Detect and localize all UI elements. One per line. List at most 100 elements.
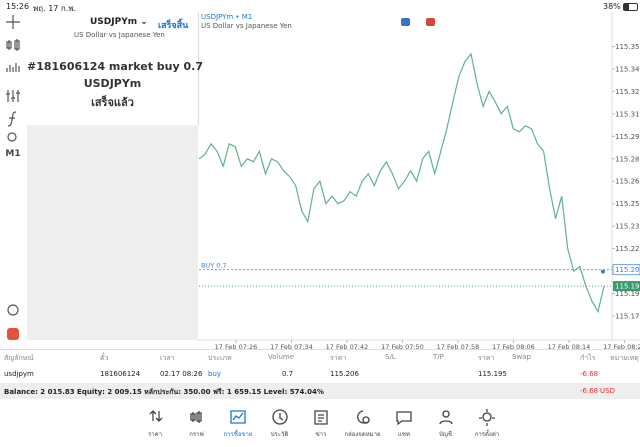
nav-icon-shape bbox=[438, 410, 453, 425]
y-tick-label: 115.355 bbox=[615, 43, 640, 51]
nav-icon-shape bbox=[189, 411, 202, 423]
y-tick-label: 115.175 bbox=[615, 313, 640, 321]
chart-subtitle: US Dollar vs Japanese Yen bbox=[201, 22, 292, 30]
nav-item[interactable]: ประวัติ bbox=[258, 408, 302, 439]
nav-item[interactable]: การซื้อขาย bbox=[216, 408, 260, 439]
y-tick-label: 115.220 bbox=[615, 245, 640, 253]
done-button[interactable]: เสร็จสิ้น bbox=[158, 21, 189, 31]
y-tick-label: 115.235 bbox=[615, 223, 640, 231]
currency: USD bbox=[600, 387, 615, 395]
function-icon[interactable] bbox=[7, 111, 17, 127]
left-toolbar: M1 bbox=[5, 15, 21, 340]
nav-item[interactable]: กราฟ bbox=[175, 408, 219, 439]
crosshair-icon[interactable] bbox=[6, 15, 20, 29]
flag-icon[interactable] bbox=[401, 18, 410, 26]
summary-profit: -6.68 bbox=[580, 387, 599, 395]
candles-icon[interactable] bbox=[6, 39, 20, 51]
summary: Balance: 2 015.83 Equity: 2 009.15 หลักป… bbox=[4, 388, 324, 396]
nav-icon bbox=[438, 410, 453, 425]
divider bbox=[0, 349, 640, 350]
nav-icon bbox=[356, 410, 370, 424]
timeframe[interactable]: M1 bbox=[5, 149, 20, 159]
symbol-description: US Dollar vs Japanese Yen bbox=[74, 31, 165, 39]
nav-icon bbox=[149, 410, 163, 422]
nav-icon bbox=[314, 410, 328, 425]
logo-icon[interactable] bbox=[7, 328, 19, 340]
x-tick-label: 17 Feb 07:34 bbox=[270, 343, 313, 351]
chart: USDJPYm • M1 US Dollar vs Japanese Yen 1… bbox=[198, 12, 640, 351]
y-tick-label: 115.310 bbox=[615, 110, 640, 118]
x-tick-label: 17 Feb 07:42 bbox=[326, 343, 369, 351]
table-header: หมายเหตุ bbox=[610, 354, 639, 362]
x-tick-label: 17 Feb 07:58 bbox=[437, 343, 480, 351]
bid-price-box bbox=[613, 281, 640, 292]
nav-item[interactable]: ราคา bbox=[133, 408, 177, 439]
bid-price: 115.195 bbox=[615, 283, 640, 291]
order-status: เสร็จแล้ว bbox=[91, 96, 134, 109]
buy-price: 115.206 bbox=[615, 266, 640, 274]
battery: 38% bbox=[603, 2, 621, 11]
nav-icon-shape bbox=[230, 410, 246, 424]
x-tick-label: 17 Feb 08:14 bbox=[548, 343, 591, 351]
chart-title: USDJPYm • M1 bbox=[201, 13, 252, 21]
order-message: #181606124 market buy 0.7 bbox=[27, 60, 203, 73]
status-date: พฤ. 17 ก.พ. bbox=[33, 4, 77, 13]
nav-label: ข่าว bbox=[315, 431, 327, 438]
trade-icon[interactable] bbox=[7, 304, 19, 316]
x-tick-label: 17 Feb 07:26 bbox=[215, 343, 258, 351]
nav-item[interactable]: กล่องจดหมาย bbox=[341, 408, 385, 439]
y-tick-label: 115.325 bbox=[615, 88, 640, 96]
table-cell: 115.206 bbox=[330, 370, 359, 378]
indicators-icon[interactable] bbox=[6, 90, 20, 102]
flag-icon[interactable] bbox=[426, 18, 435, 26]
table-cell: -6.68 bbox=[580, 370, 599, 378]
table-header: ราคา bbox=[330, 354, 347, 362]
nav-label: กล่องจดหมาย bbox=[344, 431, 381, 438]
nav-label: ราคา bbox=[148, 431, 162, 438]
symbol-text: USDJPYm bbox=[90, 17, 138, 27]
table-cell: buy bbox=[208, 370, 222, 378]
table-cell: usdjpym bbox=[4, 370, 34, 378]
y-tick-label: 115.295 bbox=[615, 133, 640, 141]
y-tick-label: 115.340 bbox=[615, 65, 640, 73]
table-header: สัญลักษณ์ bbox=[4, 354, 34, 362]
table-cell: 02.17 08:26 bbox=[160, 370, 203, 378]
nav-icon-shape bbox=[396, 411, 412, 426]
nav-icon bbox=[189, 411, 202, 423]
table-header: เวลา bbox=[160, 354, 175, 362]
y-tick-label: 115.250 bbox=[615, 200, 640, 208]
nav-icon bbox=[396, 411, 412, 426]
symbol[interactable]: USDJPYm ⌄ bbox=[90, 17, 148, 27]
table-header: ราคา bbox=[478, 354, 495, 362]
table-header: ตั๋ว bbox=[100, 354, 109, 362]
nav-item[interactable]: แชท bbox=[382, 408, 426, 439]
y-tick-label: 115.190 bbox=[615, 290, 640, 298]
table-header: Volume bbox=[268, 353, 295, 361]
order-symbol: USDJPYm bbox=[83, 77, 142, 90]
objects-icon[interactable] bbox=[7, 132, 17, 142]
nav-label: บัญชี bbox=[439, 431, 452, 438]
table-header: T/P bbox=[433, 353, 444, 361]
nav-icon bbox=[479, 409, 495, 426]
table-header: Swap bbox=[512, 353, 531, 361]
nav-label: กราฟ bbox=[189, 431, 204, 438]
table-cell: 181606124 bbox=[100, 370, 141, 378]
table-cell: 0.7 bbox=[282, 370, 294, 378]
battery-icon bbox=[623, 3, 638, 11]
nav-icon-shape bbox=[271, 409, 288, 425]
nav-label: การซื้อขาย bbox=[223, 431, 253, 438]
nav-icon-shape bbox=[149, 410, 163, 422]
buy-line-label: BUY 0.7 bbox=[201, 262, 227, 270]
y-tick-label: 115.265 bbox=[615, 178, 640, 186]
table-cell: 115.195 bbox=[478, 370, 507, 378]
buy-marker bbox=[601, 269, 605, 274]
nav-item[interactable]: ข่าว bbox=[299, 408, 343, 439]
table-header: ประเภท bbox=[208, 354, 232, 362]
nav-item[interactable]: บัญชี bbox=[424, 408, 468, 439]
y-tick-label: 115.280 bbox=[615, 155, 640, 163]
bars-icon[interactable] bbox=[6, 63, 20, 72]
buy-price-box bbox=[612, 264, 640, 276]
nav-item[interactable]: การตั้งค่า bbox=[465, 408, 509, 439]
table-header: กำไร bbox=[580, 354, 596, 362]
